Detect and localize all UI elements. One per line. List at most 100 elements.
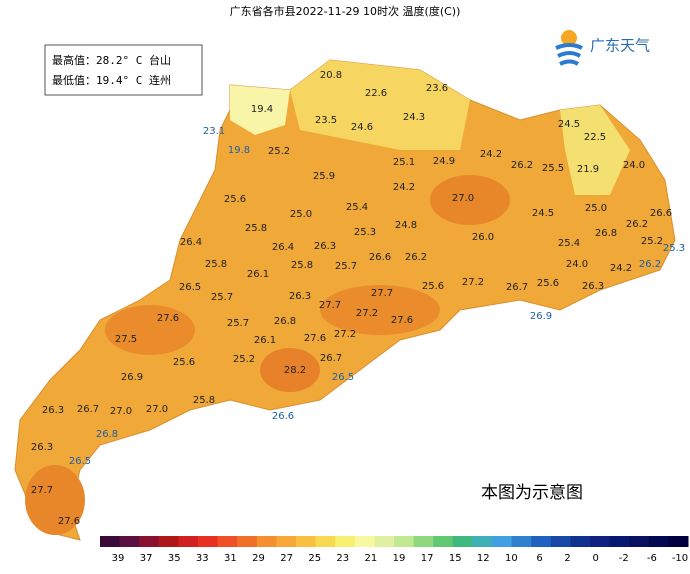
temp-label: 26.3 — [582, 281, 604, 292]
temp-label: 25.7 — [335, 261, 357, 272]
legend-swatch — [394, 536, 415, 547]
temp-label: 26.2 — [511, 160, 533, 171]
temp-label: 26.6 — [272, 411, 294, 422]
legend-label: 33 — [196, 553, 209, 564]
temp-label: 25.4 — [346, 202, 368, 213]
temp-label: 25.6 — [537, 278, 559, 289]
legend-label: 12 — [477, 553, 490, 564]
temp-label: 27.6 — [391, 315, 413, 326]
temp-label: 25.2 — [233, 354, 255, 365]
legend-swatch — [198, 536, 219, 547]
temp-label: 25.7 — [211, 292, 233, 303]
temp-label: 24.5 — [558, 119, 580, 130]
legend-swatch — [472, 536, 493, 547]
legend-swatch — [119, 536, 140, 547]
brand: 广东天气 — [590, 37, 650, 55]
legend-label: 15 — [449, 553, 462, 564]
legend-label: 25 — [308, 553, 321, 564]
legend-label: -10 — [672, 553, 688, 564]
legend-swatch — [668, 536, 689, 547]
temp-label: 25.6 — [173, 357, 195, 368]
temp-label: 27.2 — [334, 329, 356, 340]
legend-swatch — [217, 536, 238, 547]
temp-label: 24.0 — [623, 160, 645, 171]
temp-label: 25.3 — [663, 243, 685, 254]
temp-label: 26.3 — [42, 405, 64, 416]
temp-label: 24.2 — [393, 182, 415, 193]
temp-label: 26.8 — [595, 228, 617, 239]
legend-label: 39 — [112, 553, 125, 564]
temp-label: 24.0 — [566, 259, 588, 270]
legend-label: 27 — [280, 553, 293, 564]
legend-label: 35 — [168, 553, 181, 564]
hot-zone — [25, 465, 85, 535]
legend-swatch — [452, 536, 473, 547]
temp-label: 25.9 — [313, 171, 335, 182]
hot-zone — [105, 305, 195, 355]
legend-swatch — [335, 536, 356, 547]
hot-zone — [320, 285, 440, 335]
note: 本图为示意图 — [481, 483, 583, 503]
temp-label: 27.6 — [58, 516, 80, 527]
temp-label: 26.8 — [274, 316, 296, 327]
temp-label: 26.5 — [69, 456, 91, 467]
temp-label: 27.5 — [115, 334, 137, 345]
temp-label: 22.5 — [584, 132, 606, 143]
legend-swatch — [256, 536, 277, 547]
temp-label: 25.7 — [227, 318, 249, 329]
temp-label: 25.6 — [422, 281, 444, 292]
temp-label: 27.0 — [110, 406, 132, 417]
legend-swatch — [492, 536, 513, 547]
legend-label: 37 — [140, 553, 153, 564]
stat-max: 最高值：28.2° C 台山 — [52, 53, 171, 67]
legend-swatch — [609, 536, 630, 547]
legend-swatch — [100, 536, 121, 547]
temp-label: 26.2 — [405, 252, 427, 263]
temp-label: 25.3 — [354, 227, 376, 238]
hot-zone — [430, 175, 510, 225]
temp-label: 24.3 — [403, 112, 425, 123]
temp-label: 23.6 — [426, 83, 448, 94]
legend-swatch — [531, 536, 552, 547]
legend-label: 0 — [593, 553, 599, 564]
temp-label: 23.5 — [315, 115, 337, 126]
temp-label: 25.8 — [291, 260, 313, 271]
temp-label: 26.7 — [77, 404, 99, 415]
temp-label: 21.9 — [577, 164, 599, 175]
legend-swatch — [629, 536, 650, 547]
legend-swatch — [158, 536, 179, 547]
temp-label: 25.2 — [268, 146, 290, 157]
legend-swatch — [648, 536, 669, 547]
temp-label: 26.6 — [369, 252, 391, 263]
temp-label: 26.7 — [320, 353, 342, 364]
north-zone — [290, 60, 470, 150]
hot-zone — [260, 348, 320, 392]
legend-swatch — [550, 536, 571, 547]
temp-label: 26.6 — [650, 208, 672, 219]
cool-zone — [230, 85, 290, 135]
stats-box — [44, 44, 203, 96]
temp-label: 26.5 — [179, 282, 201, 293]
legend-label: 6 — [536, 553, 542, 564]
temp-label: 25.2 — [641, 236, 663, 247]
legend-label: 31 — [224, 553, 237, 564]
legend-swatch — [413, 536, 434, 547]
temp-label: 25.6 — [224, 194, 246, 205]
legend-label: 29 — [252, 553, 265, 564]
title: 广东省各市县2022-11-29 10时次 温度(度(C)) — [230, 4, 461, 18]
stat-min: 最低值：19.4° C 连州 — [52, 74, 171, 87]
legend-swatch — [276, 536, 297, 547]
temp-label: 25.5 — [542, 163, 564, 174]
legend-swatch — [374, 536, 395, 547]
temp-label: 26.0 — [472, 232, 494, 243]
temp-label: 27.0 — [146, 404, 168, 415]
temp-label: 27.0 — [452, 193, 474, 204]
temp-label: 27.7 — [371, 288, 393, 299]
legend-swatch — [354, 536, 375, 547]
temp-label: 27.2 — [356, 308, 378, 319]
temp-label: 26.2 — [626, 219, 648, 230]
legend-swatch — [178, 536, 199, 547]
map — [14, 59, 676, 541]
temp-label: 26.5 — [332, 372, 354, 383]
temp-label: 19.4 — [251, 104, 273, 115]
